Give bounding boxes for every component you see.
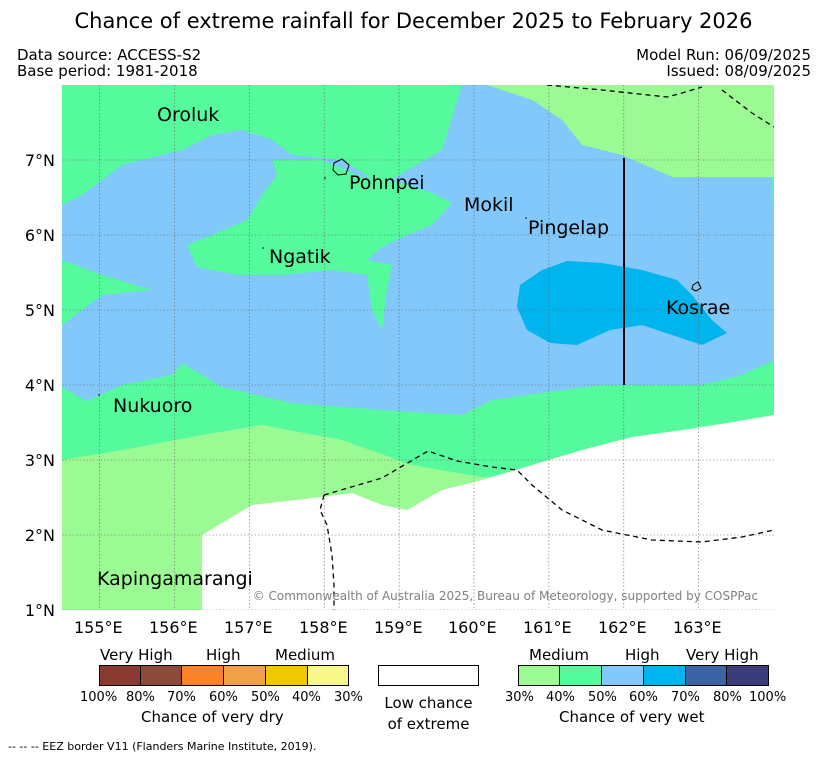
legend-wet-tick: 70% xyxy=(671,690,700,705)
lat-tick: 6°N xyxy=(24,226,55,245)
legend-dry-tick: 50% xyxy=(251,690,280,705)
place-kapingamarangi: Kapingamarangi xyxy=(97,568,253,590)
legend-swatch-dry-100 xyxy=(99,665,141,686)
zone-wet-60-kosrae xyxy=(517,261,727,345)
lat-tick: 4°N xyxy=(24,376,55,395)
model-run: Model Run: 06/09/2025 xyxy=(636,46,811,64)
lat-tick: 2°N xyxy=(24,526,55,545)
lat-tick: 7°N xyxy=(24,151,55,170)
legend-wet-tick: 80% xyxy=(713,690,742,705)
lon-tick: 155°E xyxy=(74,618,123,637)
map-gridlines xyxy=(62,85,774,610)
map-svg xyxy=(62,85,774,610)
lon-tick: 157°E xyxy=(224,618,273,637)
legend-wet-title: Chance of very wet xyxy=(559,708,705,726)
place-nukuoro: Nukuoro xyxy=(113,395,193,417)
lon-tick: 158°E xyxy=(299,618,348,637)
legend-wet-tick: 50% xyxy=(588,690,617,705)
legend-dry-very-high: Very High xyxy=(100,646,173,664)
legend-dry-title: Chance of very dry xyxy=(141,708,284,726)
lon-tick: 160°E xyxy=(448,618,497,637)
pohnpei-island-icon xyxy=(332,158,350,176)
zone-wet-30-north-east xyxy=(487,85,774,177)
eez-border xyxy=(319,85,774,610)
base-period: Base period: 1981-2018 xyxy=(17,62,198,80)
lon-tick: 161°E xyxy=(523,618,572,637)
legend-wet-medium: Medium xyxy=(529,646,589,664)
legend-dry-tick: 80% xyxy=(126,690,155,705)
legend-swatch-wet-30 xyxy=(518,665,560,686)
legend-wet-tick: 30% xyxy=(505,690,534,705)
place-mokil: Mokil xyxy=(464,194,514,216)
kosrae-island-icon xyxy=(691,281,702,292)
legend-swatch-wet-40 xyxy=(559,665,602,686)
zone-wet-40-ngatik xyxy=(187,160,452,330)
legend-dry-tick: 100% xyxy=(80,690,118,705)
legend-swatch-dry-70 xyxy=(181,665,224,686)
islet-dot xyxy=(98,394,100,396)
legend-swatch-wet-80 xyxy=(726,665,769,686)
legend-dry-tick: 70% xyxy=(167,690,196,705)
legend-swatch-dry-40 xyxy=(307,665,349,686)
place-kosrae: Kosrae xyxy=(666,297,731,319)
eez-footnote: -- -- -- EEZ border V11 (Flanders Marine… xyxy=(8,740,317,753)
legend-swatch-wet-60 xyxy=(643,665,686,686)
lat-tick: 1°N xyxy=(24,601,55,620)
legend-wet-very-high: Very High xyxy=(686,646,759,664)
legend-wet-tick: 40% xyxy=(546,690,575,705)
legend-dry-tick: 60% xyxy=(209,690,238,705)
place-oroluk: Oroluk xyxy=(157,104,220,126)
data-source: Data source: ACCESS-S2 xyxy=(17,46,202,64)
legend-wet-tick: 60% xyxy=(629,690,658,705)
legend-dry-tick: 30% xyxy=(334,690,363,705)
legend-swatch-wet-50 xyxy=(601,665,644,686)
lon-tick: 156°E xyxy=(149,618,198,637)
legend-dry-high: High xyxy=(206,646,241,664)
legend-wet-high: High xyxy=(625,646,660,664)
islet-dot xyxy=(262,247,264,249)
copyright-notice: © Commonwealth of Australia 2025, Bureau… xyxy=(252,589,758,603)
place-pingelap: Pingelap xyxy=(528,217,610,239)
place-pohnpei: Pohnpei xyxy=(349,172,425,194)
legend-swatch-low xyxy=(378,665,479,686)
rainfall-map: Oroluk Pohnpei Mokil Pingelap Ngatik Kos… xyxy=(62,85,774,610)
legend-dry-tick: 40% xyxy=(292,690,321,705)
legend-low-line2: of extreme xyxy=(387,715,470,733)
islet-dot xyxy=(525,217,527,219)
zone-low-chance xyxy=(202,415,774,610)
lon-tick: 162°E xyxy=(598,618,647,637)
islet-dot xyxy=(324,177,326,179)
legend-swatch-wet-70 xyxy=(685,665,727,686)
legend-low-line1: Low chance xyxy=(384,694,473,712)
legend-dry-medium: Medium xyxy=(275,646,335,664)
lat-tick: 5°N xyxy=(24,301,55,320)
legend-swatch-dry-80 xyxy=(140,665,182,686)
lon-tick: 163°E xyxy=(673,618,722,637)
place-ngatik: Ngatik xyxy=(269,246,331,268)
lat-tick: 3°N xyxy=(24,451,55,470)
lon-tick: 159°E xyxy=(374,618,423,637)
issued-date: Issued: 08/09/2025 xyxy=(666,62,811,80)
legend-swatch-dry-50 xyxy=(265,665,308,686)
legend-swatch-dry-60 xyxy=(223,665,266,686)
chart-title: Chance of extreme rainfall for December … xyxy=(74,9,753,33)
legend-wet-tick: 100% xyxy=(749,690,787,705)
